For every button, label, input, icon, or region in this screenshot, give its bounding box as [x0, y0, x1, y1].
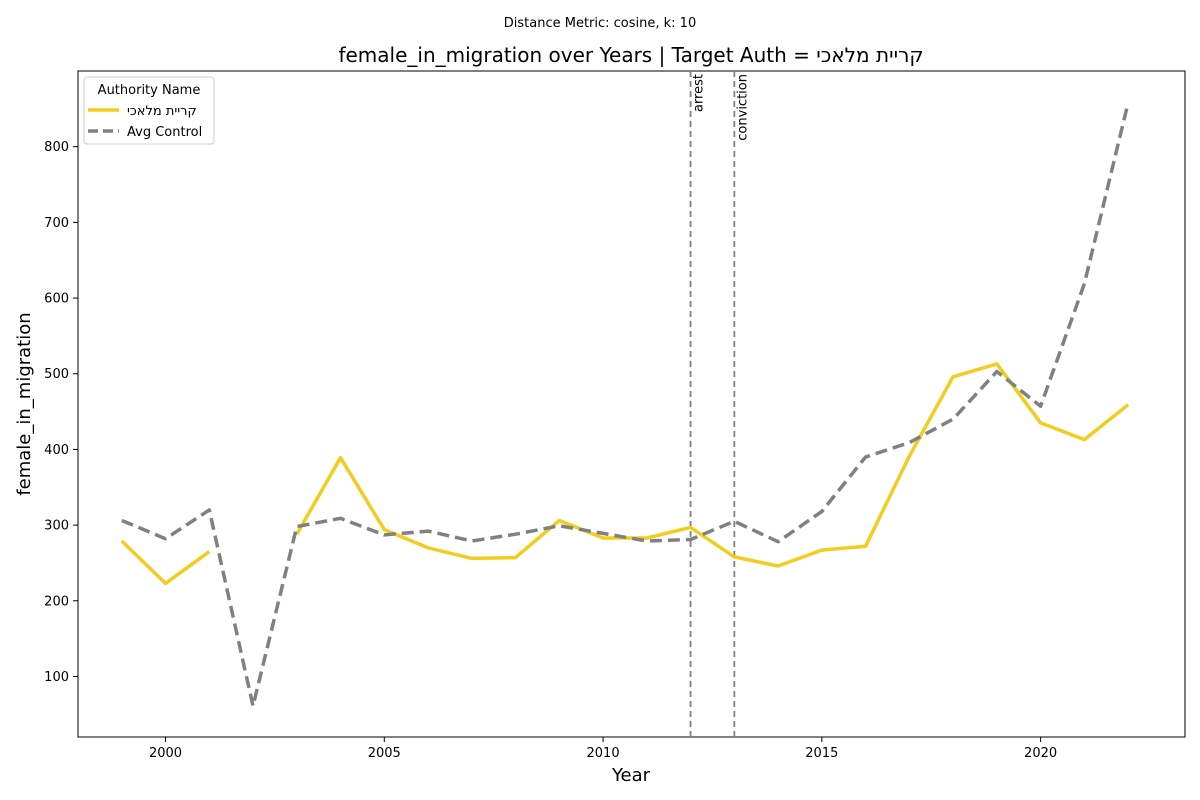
series-lines [120, 102, 1130, 708]
y-axis-ticks: 100 200 300 400 500 600 700 800 [44, 140, 78, 685]
y-tick-label: 100 [44, 670, 69, 685]
legend-label-target: קריית מלאכי [127, 104, 197, 119]
legend-box [83, 76, 215, 145]
chart-title: female_in_migration over Years | Target … [338, 43, 923, 67]
plot-area: arrest conviction 2000 2005 2010 2015 2020 10… [44, 70, 1186, 761]
x-axis-label: Year [611, 765, 651, 786]
target-series-line [120, 539, 211, 586]
x-tick-label: 2005 [368, 746, 401, 761]
y-tick-label: 200 [44, 594, 69, 609]
vertical-reference-lines: arrest conviction [689, 71, 750, 737]
x-axis-ticks: 2000 2005 2010 2015 2020 [149, 737, 1057, 761]
vline-label-arrest: arrest [692, 74, 707, 112]
axes-frame [77, 70, 1186, 738]
target-series-line [295, 362, 1130, 568]
x-tick-label: 2015 [805, 746, 838, 761]
x-tick-label: 2010 [587, 746, 620, 761]
legend-title: Authority Name [98, 83, 201, 98]
x-tick-label: 2020 [1024, 746, 1057, 761]
y-tick-label: 500 [44, 367, 69, 382]
y-tick-label: 800 [44, 140, 69, 155]
y-tick-label: 400 [44, 443, 69, 458]
y-tick-label: 300 [44, 519, 69, 534]
control-series-line [121, 102, 1130, 708]
y-axis-label: female_in_migration [14, 312, 35, 495]
legend: Authority Name קריית מלאכי Avg Control [83, 76, 215, 145]
x-tick-label: 2000 [149, 746, 182, 761]
legend-label-control: Avg Control [127, 125, 202, 140]
chart-suptitle: Distance Metric: cosine, k: 10 [504, 16, 696, 31]
y-tick-label: 700 [44, 216, 69, 231]
y-tick-label: 600 [44, 292, 69, 307]
vline-label-conviction: conviction [735, 74, 750, 141]
